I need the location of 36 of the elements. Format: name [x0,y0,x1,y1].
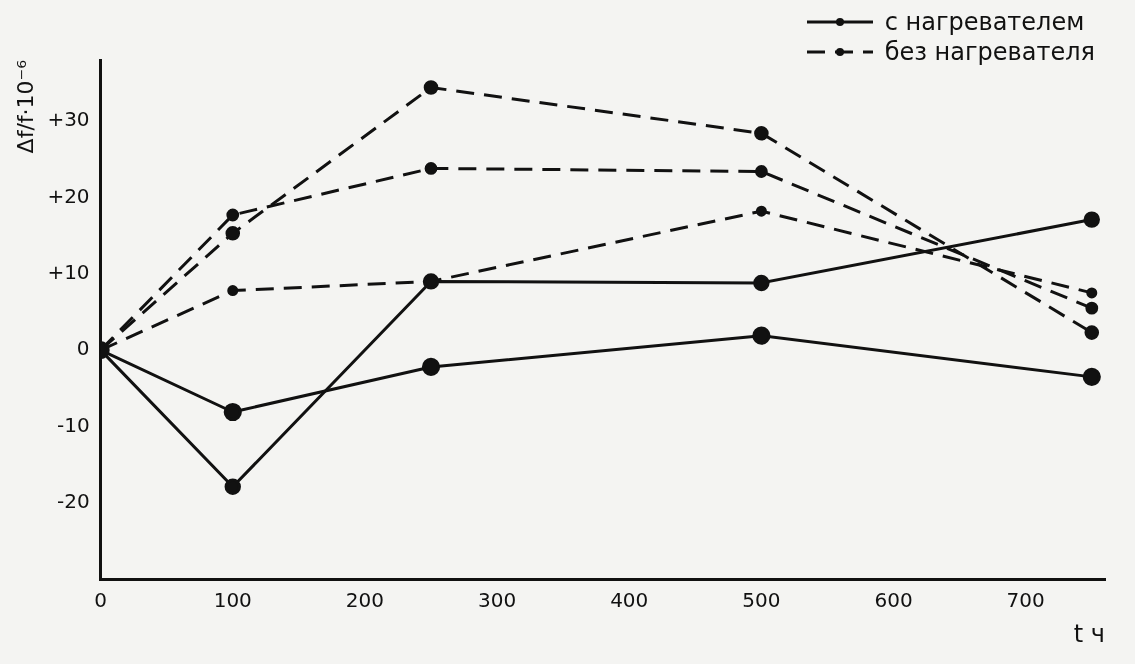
y-tick-label: 0 [76,336,90,361]
y-tick-label: +30 [47,107,90,132]
point [1082,367,1101,386]
y-tick-label: +20 [47,183,90,208]
point [1084,325,1100,340]
x-tick-label: 0 [94,588,107,613]
x-tick-label: 400 [610,588,649,613]
x-tick-label: 600 [874,588,913,613]
y-axis-title: Δf/f·10⁻⁶ [12,59,38,154]
x-tick-label: 300 [477,588,517,613]
legend-label: без нагревателя [884,38,1095,66]
point [753,274,770,292]
x-axis-title: t ч [1073,619,1105,648]
y-tick-label: +10 [47,259,90,284]
point [755,205,767,217]
legend-label: с нагревателем [884,8,1085,36]
point [754,165,768,178]
point [223,402,242,422]
point [225,226,241,241]
y-tick-label: -20 [56,489,90,514]
point [1085,301,1099,315]
point [421,357,441,377]
point [752,326,771,345]
x-tick-label: 100 [213,588,252,613]
point [424,162,438,175]
x-tick-label: 200 [345,588,385,613]
point [754,126,769,141]
point [226,208,240,222]
x-tick-label: 500 [742,588,781,613]
x-tick-label: 700 [1006,588,1045,613]
point [227,285,239,297]
point [1086,287,1098,299]
point [224,478,241,496]
point [423,80,439,95]
point [1083,211,1100,228]
y-tick-label: -10 [56,412,90,437]
